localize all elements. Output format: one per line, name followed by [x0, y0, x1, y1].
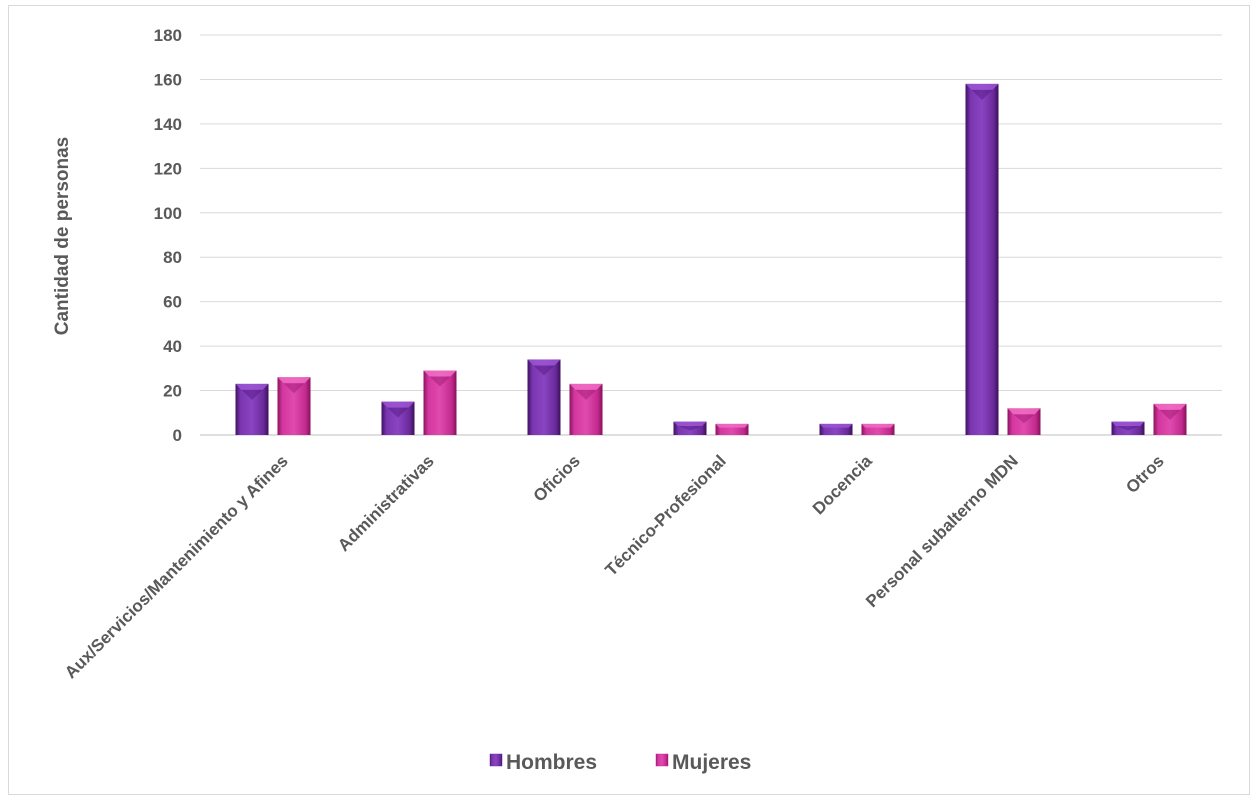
- bar-bevel: [1153, 403, 1187, 410]
- legend-label-mujeres: Mujeres: [672, 751, 751, 774]
- y-tick-label: 120: [154, 159, 182, 178]
- x-axis-labels: Aux/Servicios/Mantenimiento y Afines Admi…: [61, 451, 1168, 682]
- bar-bevel: [861, 423, 895, 428]
- bar-hombres-3: [673, 421, 707, 435]
- bar-body: [861, 423, 895, 435]
- bar-bevel: [715, 423, 749, 428]
- y-tick-label: 80: [163, 248, 182, 267]
- bar-bevel: [1111, 421, 1145, 427]
- bar-bevel-shade: [283, 383, 305, 394]
- x-category-label: Administrativas: [334, 451, 438, 555]
- x-category-label: Aux/Servicios/Mantenimiento y Afines: [61, 451, 292, 682]
- y-tick-label: 40: [163, 337, 182, 356]
- legend-label-hombres: Hombres: [506, 751, 597, 774]
- y-tick-label: 180: [154, 26, 182, 45]
- x-category-label: Otros: [1122, 451, 1167, 496]
- bar-hombres-4: [819, 423, 853, 435]
- bar-bevel-shade: [387, 407, 409, 418]
- bar-bevel-shade: [677, 426, 703, 431]
- y-axis-title: Cantidad de personas: [52, 137, 73, 336]
- bars: [235, 83, 1187, 435]
- bar-bevel: [527, 359, 561, 366]
- bar-bevel-shade: [429, 376, 451, 387]
- bar-bevel-shade: [533, 365, 555, 376]
- legend-swatch-hombres: [489, 753, 503, 767]
- bar-body: [965, 83, 999, 435]
- bar-mujeres-3: [715, 423, 749, 435]
- bar-bevel-shade: [1013, 414, 1035, 424]
- bar-bevel-shade: [971, 89, 993, 100]
- bar-bevel: [819, 423, 853, 428]
- y-axis-ticks: 0 20 40 60 80 100 120 140 160 180: [154, 26, 182, 445]
- bar-bevel-shade: [1115, 426, 1141, 431]
- y-tick-label: 100: [154, 204, 182, 223]
- x-category-label: Oficios: [530, 451, 584, 505]
- bar-bevel-shade: [1159, 409, 1181, 420]
- chart-frame: [8, 5, 1250, 795]
- y-tick-label: 160: [154, 70, 182, 89]
- bar-hombres-5: [965, 83, 999, 435]
- x-category-label: Docencia: [809, 451, 876, 518]
- bar-mujeres-6: [1153, 403, 1187, 435]
- bar-hombres-0: [235, 383, 269, 435]
- bar-mujeres-0: [277, 377, 311, 435]
- bar-mujeres-4: [861, 423, 895, 435]
- bar-bevel: [673, 421, 707, 427]
- y-tick-label: 140: [154, 115, 182, 134]
- x-category-label: Personal subalterno MDN: [862, 451, 1022, 611]
- bar-bevel-shade: [575, 389, 597, 400]
- bar-body: [819, 423, 853, 435]
- bar-mujeres-2: [569, 383, 603, 435]
- legend-swatch-mujeres: [655, 753, 669, 767]
- bar-bevel: [277, 377, 311, 384]
- y-tick-label: 60: [163, 293, 182, 312]
- legend: Hombres Mujeres: [489, 751, 751, 774]
- bar-bevel: [965, 83, 999, 90]
- bar-mujeres-1: [423, 370, 457, 435]
- bar-mujeres-5: [1007, 408, 1041, 435]
- x-category-label: Técnico-Profesional: [601, 451, 729, 579]
- bar-bevel: [1007, 408, 1041, 415]
- bar-bevel-shade: [241, 389, 263, 400]
- bar-hombres-1: [381, 401, 415, 435]
- bar-bevel: [235, 383, 269, 390]
- bar-bevel: [423, 370, 457, 377]
- y-tick-label: 20: [163, 382, 182, 401]
- gridlines: [200, 34, 1222, 436]
- y-tick-label: 0: [173, 426, 182, 445]
- bar-hombres-2: [527, 359, 561, 435]
- bar-bevel: [569, 383, 603, 390]
- bar-body: [715, 423, 749, 435]
- bar-hombres-6: [1111, 421, 1145, 435]
- bar-bevel: [381, 401, 415, 408]
